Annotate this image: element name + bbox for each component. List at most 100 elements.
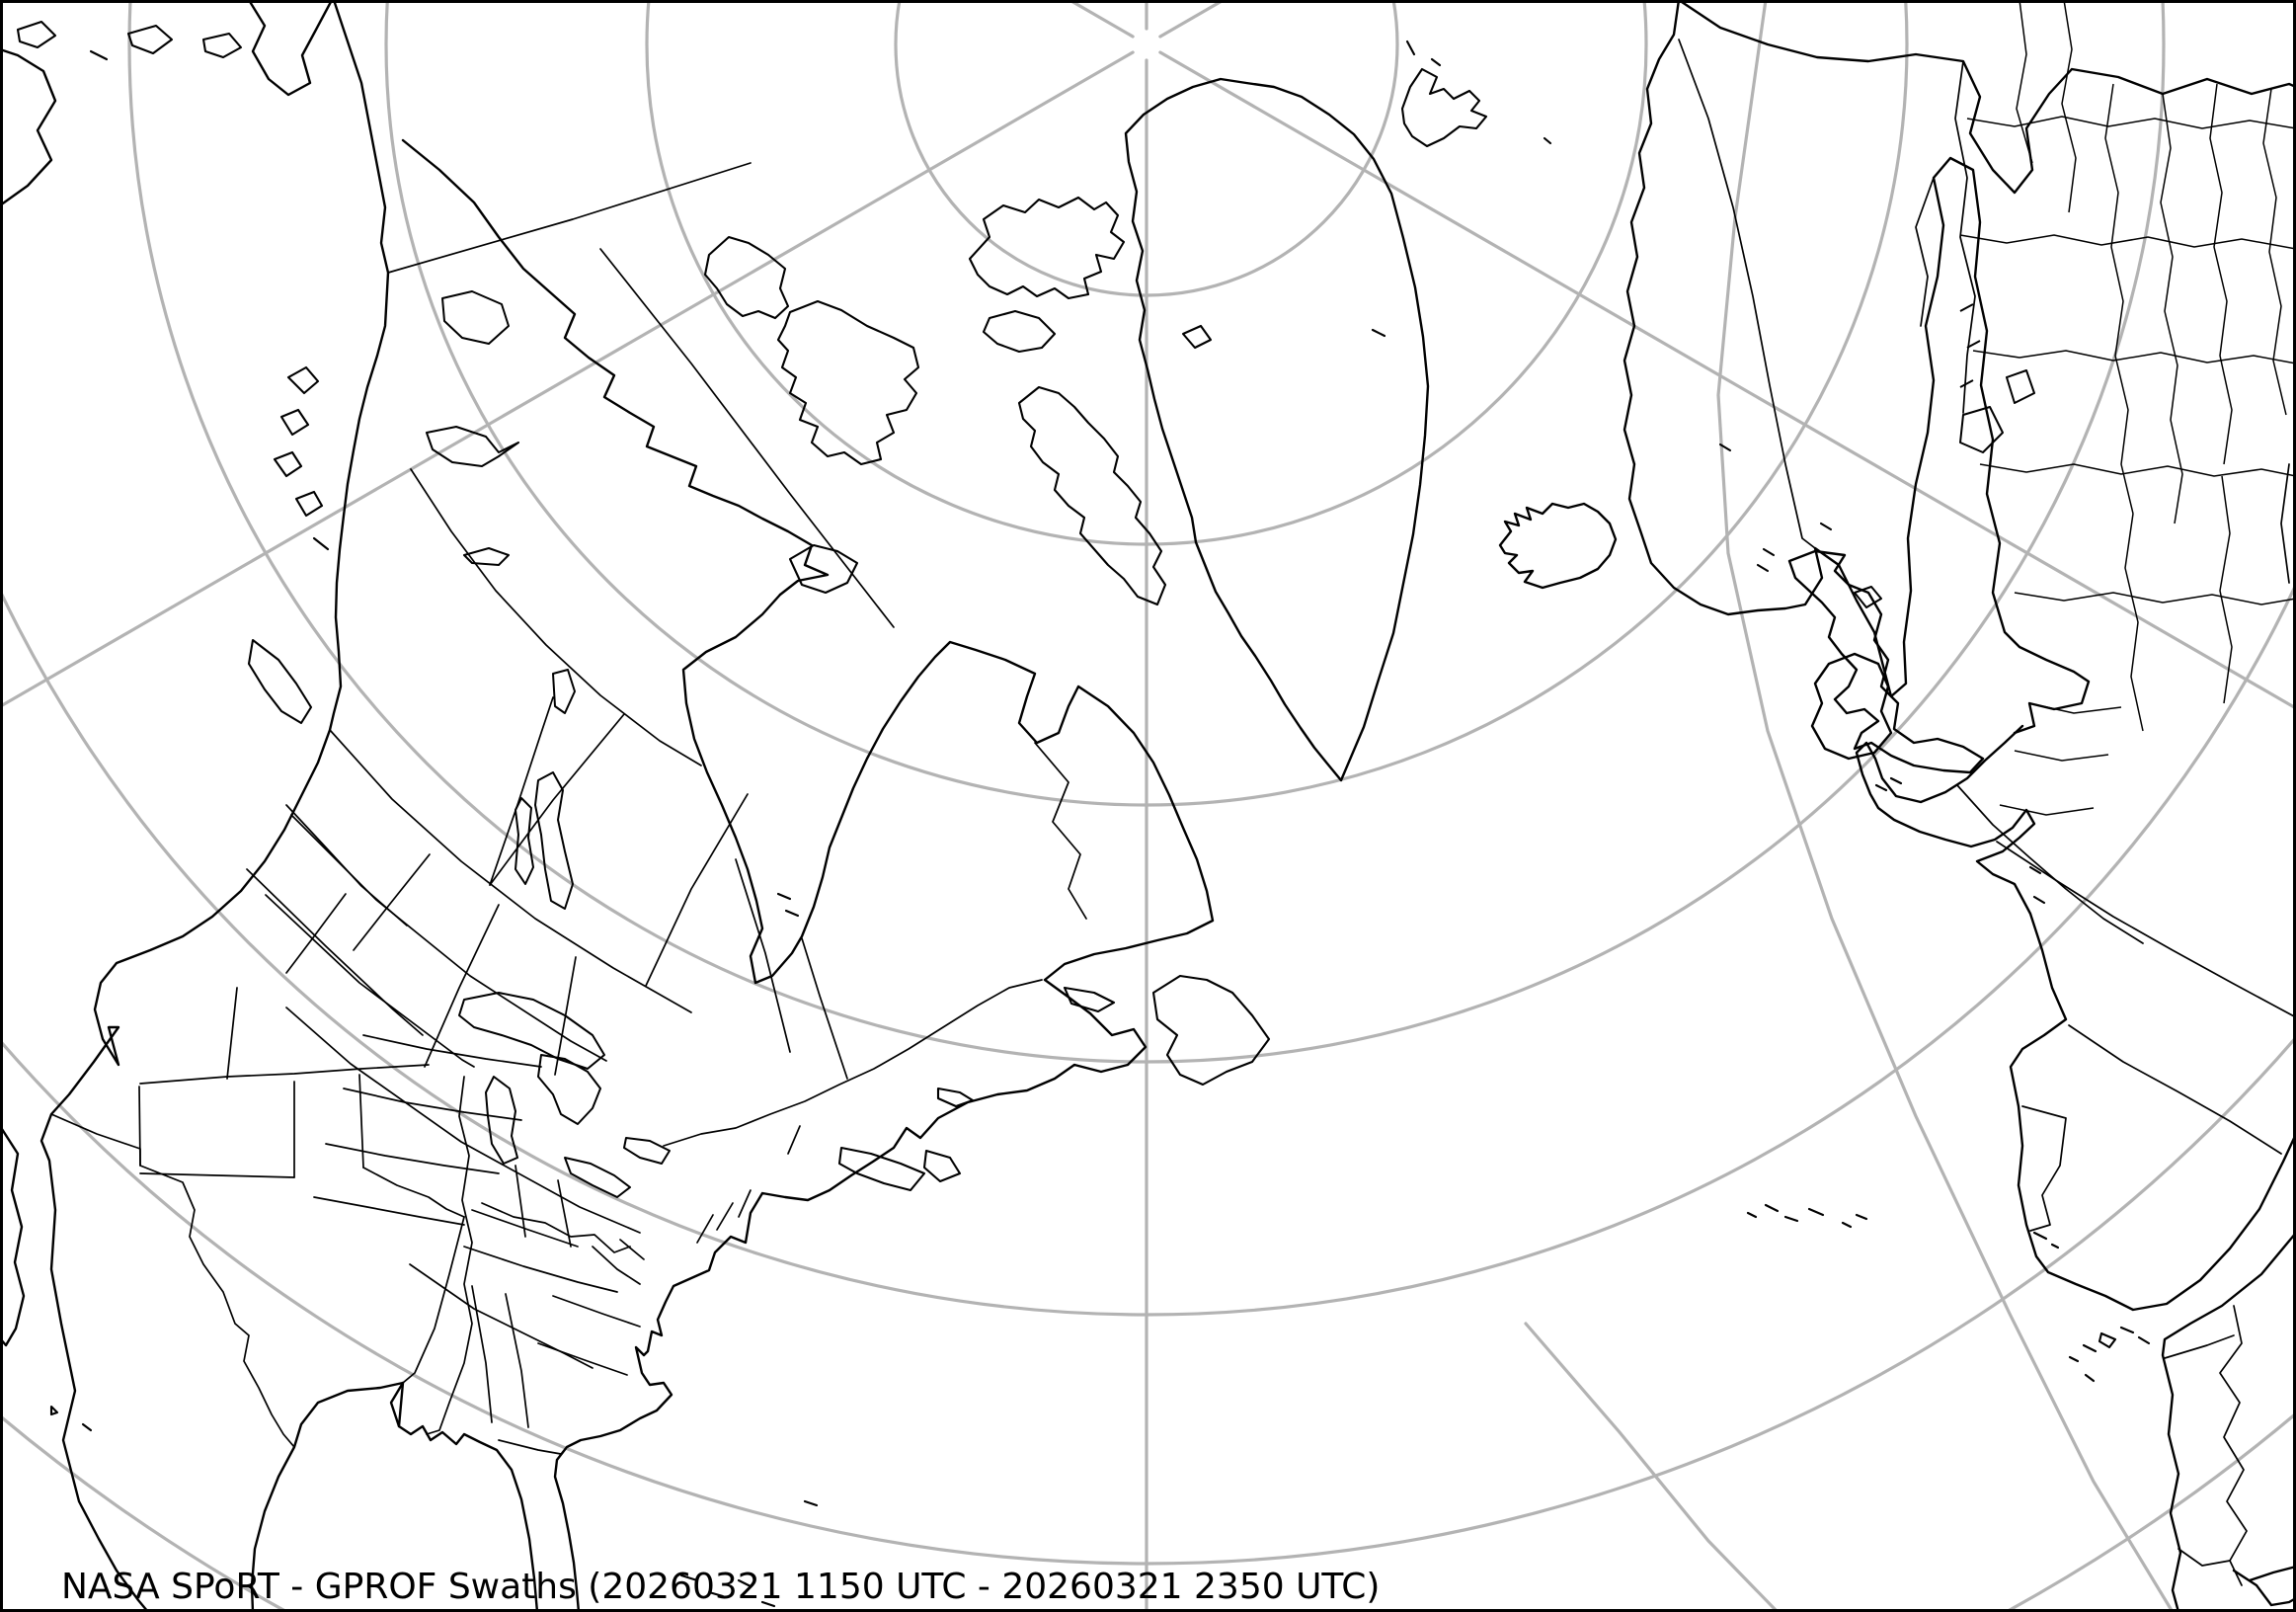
border-appalachia-2: [619, 1239, 645, 1260]
coast-cook-inlet: [247, 0, 334, 97]
border-maine-newbrunswick: [787, 1125, 801, 1155]
border-quebec-labrador: [1034, 742, 1087, 920]
coast-aleutian-island-2: [126, 24, 174, 55]
coast-southampton-island: [788, 543, 859, 595]
border-pyrenees: [2068, 1024, 2282, 1155]
finnish-lakes: [1959, 303, 1981, 388]
border-ok-ks-arc: [313, 1196, 465, 1226]
meridian-ray-30: [1158, 50, 2296, 710]
coast-nw-africa: [2161, 1231, 2296, 1612]
border-ga-fl: [498, 1439, 562, 1455]
lake-winnipeg: [534, 771, 574, 910]
lake-ontario: [623, 1137, 671, 1165]
border-sask-manitoba: [645, 793, 749, 987]
border-france-east: [1996, 841, 2296, 1018]
meridian-ray-210: [1066, 0, 1135, 39]
coast-alaska-dash: [89, 49, 109, 61]
lake-winnipegosis: [515, 797, 534, 885]
admin-borders-group: [50, 0, 2296, 1586]
border-60n: [410, 468, 702, 766]
coast-kodiak-island: [201, 32, 243, 59]
coast-french-islands: [2028, 865, 2046, 905]
border-ontario-quebec: [801, 937, 848, 1080]
mesh-baltics-2: [2014, 750, 2109, 762]
lake-huron: [537, 1054, 601, 1125]
border-ms-al: [471, 1285, 493, 1423]
border-37n: [139, 1064, 430, 1085]
border-norway-sweden: [1678, 39, 1816, 549]
border-or-ca: [246, 868, 424, 1036]
lake-reindeer: [552, 669, 576, 714]
mesh-russia-v2: [2061, 0, 2077, 213]
border-sd-ne: [343, 1088, 522, 1121]
mesh-baltics-3: [1999, 804, 2095, 816]
border-alberta-sask: [489, 713, 625, 886]
gprof-swath-edge-1: [1716, 0, 2175, 1612]
border-northeast-3: [696, 1214, 714, 1244]
coast-greenland: [1124, 77, 1430, 782]
coast-belcher-islands: [776, 892, 800, 918]
border-morocco-algeria: [2164, 1334, 2235, 1359]
border-wsahara-spur: [2177, 1548, 2231, 1567]
coast-anticosti: [1063, 986, 1116, 1013]
lake-ladoga: [1959, 406, 2004, 453]
coast-disko-island: [1181, 324, 1213, 350]
border-finland-russia: [1954, 60, 1976, 414]
border-alaska-yukon: [387, 162, 752, 274]
gprof-swath-edge-2: [1524, 1322, 1780, 1612]
meridian-ray-150: [0, 50, 1135, 709]
border-ar-tn-arc: [409, 1263, 594, 1369]
coast-devon-island: [982, 309, 1057, 354]
border-idaho: [353, 853, 431, 951]
border-ne-ks: [325, 1143, 500, 1174]
coast-victoria-island: [776, 299, 920, 466]
border-wa-or: [285, 804, 408, 927]
coast-baja-california: [0, 1124, 26, 1347]
lake-athabasca: [463, 547, 510, 566]
border-red-river: [362, 1167, 465, 1218]
border-40n-arc: [265, 894, 475, 1068]
coast-prince-edward-island: [936, 1087, 975, 1108]
mesh-russia-v3: [2104, 83, 2134, 515]
coast-nova-scotia: [837, 1146, 962, 1192]
lake-superior: [458, 992, 605, 1070]
coast-vancouver-island: [247, 638, 313, 725]
lake-great-slave: [426, 426, 519, 467]
coast-haida-gwaii-chain: [273, 365, 330, 551]
border-germany: [1956, 784, 2144, 944]
mesh-russia-h2: [1959, 234, 2296, 250]
coast-bahamas: [679, 1573, 776, 1608]
coast-azores: [1746, 1203, 1868, 1229]
border-co-ut: [226, 987, 238, 1080]
mesh-russia-v8: [2219, 475, 2233, 704]
mesh-russia-h5: [2014, 592, 2296, 605]
lake-michigan: [485, 1076, 518, 1165]
border-ky-tn: [471, 1209, 579, 1248]
coast-texas-gulf: [389, 1381, 405, 1428]
border-us-canada-49n: [329, 729, 692, 1013]
lake-erie: [564, 1157, 631, 1198]
border-tn-south: [463, 1246, 618, 1293]
border-west-radial-2: [285, 893, 347, 974]
border-nc-va: [552, 1295, 641, 1328]
border-sweden-finland: [1915, 177, 1935, 327]
coast-hudsonbay-eastcoast: [553, 593, 1215, 1612]
coast-svalbard: [1400, 40, 1552, 148]
coast-baffin-island: [1017, 385, 1167, 606]
border-us-mexico: [50, 1113, 295, 1448]
border-africa-zigzag: [2219, 1305, 2248, 1586]
border-ut-nv: [424, 904, 500, 1068]
mesh-russia-v4: [2160, 93, 2183, 524]
mesh-russia-v6: [2262, 88, 2287, 416]
coast-hebrides-shetland: [1756, 522, 1833, 573]
mesh-russia-h3: [1972, 350, 2296, 364]
coast-banks-island: [703, 235, 790, 320]
mesh-russia-h4: [1979, 463, 2296, 477]
border-northeast-1: [738, 1189, 752, 1218]
border-tx-east: [402, 1216, 465, 1384]
map-caption: NASA SPoRT - GPROF Swaths (20260321 1150…: [61, 1567, 1380, 1607]
